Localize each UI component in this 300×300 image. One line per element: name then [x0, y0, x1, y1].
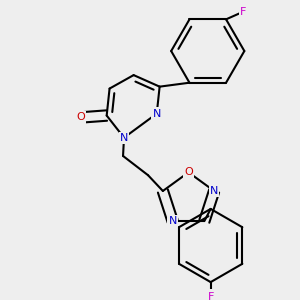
Text: F: F: [208, 292, 214, 300]
Text: F: F: [240, 7, 247, 16]
Text: O: O: [76, 112, 85, 122]
Text: N: N: [153, 109, 161, 118]
Text: N: N: [120, 133, 128, 143]
Text: N: N: [169, 216, 177, 226]
Text: N: N: [210, 186, 218, 196]
Text: O: O: [184, 167, 193, 177]
